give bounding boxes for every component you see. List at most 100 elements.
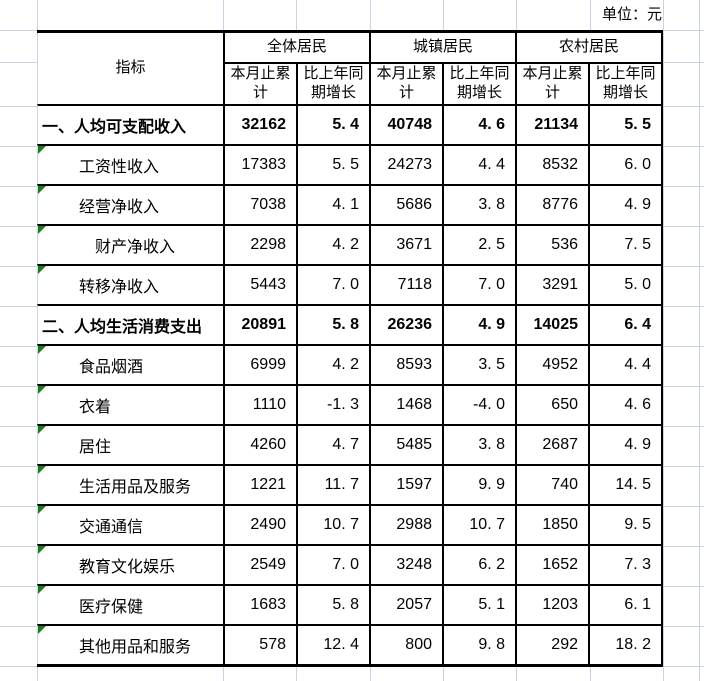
indicator-cell[interactable]: 其他用品和服务 [37,624,223,664]
value-cell-growth-urban[interactable]: 4. 9 [442,304,515,344]
value-cell-cumulative-urban[interactable]: 800 [369,624,442,664]
value-cell-growth-urban[interactable]: 6. 2 [442,544,515,584]
value-cell-growth-rural[interactable]: 4. 4 [588,344,661,384]
value-cell-growth-rural[interactable]: 4. 9 [588,424,661,464]
value-cell-growth-urban[interactable]: 9. 8 [442,624,515,664]
indicator-cell[interactable]: 医疗保健 [37,584,223,624]
header-sub-growth-rural[interactable]: 比上年同期增长 [588,62,661,104]
value-cell-growth-rural[interactable]: 9. 5 [588,504,661,544]
header-sub-growth-all[interactable]: 比上年同期增长 [296,62,369,104]
unit-note-cell[interactable]: 单位：元 [601,7,662,23]
value-cell-cumulative-rural[interactable]: 4952 [515,344,588,384]
value-cell-cumulative-all[interactable]: 4260 [223,424,296,464]
value-cell-cumulative-urban[interactable]: 7118 [369,264,442,304]
value-cell-growth-urban[interactable]: 10. 7 [442,504,515,544]
value-cell-cumulative-urban[interactable]: 5485 [369,424,442,464]
indicator-cell[interactable]: 二、人均生活消费支出 [37,304,223,344]
value-cell-growth-urban[interactable]: 4. 4 [442,144,515,184]
value-cell-growth-all[interactable]: 5. 8 [296,304,369,344]
value-cell-growth-all[interactable]: 5. 8 [296,584,369,624]
value-cell-cumulative-rural[interactable]: 2687 [515,424,588,464]
value-cell-growth-all[interactable]: 7. 0 [296,544,369,584]
value-cell-cumulative-urban[interactable]: 1597 [369,464,442,504]
value-cell-growth-rural[interactable]: 6. 1 [588,584,661,624]
value-cell-growth-all[interactable]: -1. 3 [296,384,369,424]
value-cell-growth-urban[interactable]: 9. 9 [442,464,515,504]
value-cell-cumulative-urban[interactable]: 24273 [369,144,442,184]
header-group-all-residents[interactable]: 全体居民 [223,33,369,62]
value-cell-cumulative-all[interactable]: 32162 [223,104,296,144]
value-cell-cumulative-all[interactable]: 1221 [223,464,296,504]
value-cell-cumulative-all[interactable]: 5443 [223,264,296,304]
indicator-cell[interactable]: 交通通信 [37,504,223,544]
header-sub-cumulative-rural[interactable]: 本月止累计 [515,62,588,104]
value-cell-growth-rural[interactable]: 5. 5 [588,104,661,144]
value-cell-cumulative-rural[interactable]: 740 [515,464,588,504]
header-group-urban-residents[interactable]: 城镇居民 [369,33,515,62]
value-cell-cumulative-all[interactable]: 20891 [223,304,296,344]
header-sub-cumulative-all[interactable]: 本月止累计 [223,62,296,104]
indicator-cell[interactable]: 工资性收入 [37,144,223,184]
value-cell-growth-all[interactable]: 4. 1 [296,184,369,224]
value-cell-cumulative-rural[interactable]: 650 [515,384,588,424]
value-cell-cumulative-urban[interactable]: 3671 [369,224,442,264]
value-cell-cumulative-rural[interactable]: 8532 [515,144,588,184]
value-cell-growth-all[interactable]: 10. 7 [296,504,369,544]
value-cell-cumulative-rural[interactable]: 1652 [515,544,588,584]
value-cell-growth-urban[interactable]: 5. 1 [442,584,515,624]
value-cell-growth-rural[interactable]: 14. 5 [588,464,661,504]
value-cell-cumulative-rural[interactable]: 8776 [515,184,588,224]
value-cell-growth-rural[interactable]: 7. 3 [588,544,661,584]
value-cell-cumulative-urban[interactable]: 26236 [369,304,442,344]
indicator-cell[interactable]: 一、人均可支配收入 [37,104,223,144]
value-cell-growth-all[interactable]: 12. 4 [296,624,369,664]
value-cell-cumulative-all[interactable]: 2490 [223,504,296,544]
value-cell-growth-all[interactable]: 5. 5 [296,144,369,184]
value-cell-cumulative-rural[interactable]: 1850 [515,504,588,544]
indicator-cell[interactable]: 生活用品及服务 [37,464,223,504]
value-cell-growth-all[interactable]: 4. 7 [296,424,369,464]
value-cell-cumulative-rural[interactable]: 292 [515,624,588,664]
value-cell-growth-all[interactable]: 4. 2 [296,224,369,264]
value-cell-cumulative-all[interactable]: 6999 [223,344,296,384]
value-cell-cumulative-rural[interactable]: 3291 [515,264,588,304]
value-cell-cumulative-urban[interactable]: 3248 [369,544,442,584]
value-cell-cumulative-urban[interactable]: 40748 [369,104,442,144]
header-sub-cumulative-urban[interactable]: 本月止累计 [369,62,442,104]
value-cell-cumulative-urban[interactable]: 1468 [369,384,442,424]
value-cell-growth-urban[interactable]: 3. 8 [442,424,515,464]
value-cell-cumulative-all[interactable]: 578 [223,624,296,664]
value-cell-growth-urban[interactable]: 3. 5 [442,344,515,384]
value-cell-cumulative-all[interactable]: 1683 [223,584,296,624]
value-cell-cumulative-all[interactable]: 2549 [223,544,296,584]
value-cell-growth-all[interactable]: 7. 0 [296,264,369,304]
value-cell-growth-urban[interactable]: 7. 0 [442,264,515,304]
value-cell-growth-rural[interactable]: 5. 0 [588,264,661,304]
value-cell-growth-all[interactable]: 4. 2 [296,344,369,384]
value-cell-growth-urban[interactable]: 3. 8 [442,184,515,224]
value-cell-growth-urban[interactable]: -4. 0 [442,384,515,424]
value-cell-cumulative-rural[interactable]: 21134 [515,104,588,144]
value-cell-growth-all[interactable]: 5. 4 [296,104,369,144]
value-cell-cumulative-urban[interactable]: 2057 [369,584,442,624]
value-cell-growth-rural[interactable]: 7. 5 [588,224,661,264]
value-cell-growth-urban[interactable]: 4. 6 [442,104,515,144]
indicator-cell[interactable]: 财产净收入 [37,224,223,264]
header-indicator[interactable]: 指标 [37,33,223,104]
value-cell-cumulative-all[interactable]: 17383 [223,144,296,184]
header-group-rural-residents[interactable]: 农村居民 [515,33,661,62]
value-cell-cumulative-all[interactable]: 1110 [223,384,296,424]
indicator-cell[interactable]: 居住 [37,424,223,464]
value-cell-cumulative-urban[interactable]: 2988 [369,504,442,544]
value-cell-cumulative-rural[interactable]: 1203 [515,584,588,624]
indicator-cell[interactable]: 转移净收入 [37,264,223,304]
value-cell-growth-rural[interactable]: 6. 4 [588,304,661,344]
value-cell-cumulative-urban[interactable]: 8593 [369,344,442,384]
value-cell-growth-rural[interactable]: 4. 9 [588,184,661,224]
indicator-cell[interactable]: 教育文化娱乐 [37,544,223,584]
value-cell-cumulative-rural[interactable]: 536 [515,224,588,264]
value-cell-growth-rural[interactable]: 4. 6 [588,384,661,424]
value-cell-cumulative-rural[interactable]: 14025 [515,304,588,344]
indicator-cell[interactable]: 衣着 [37,384,223,424]
value-cell-growth-all[interactable]: 11. 7 [296,464,369,504]
